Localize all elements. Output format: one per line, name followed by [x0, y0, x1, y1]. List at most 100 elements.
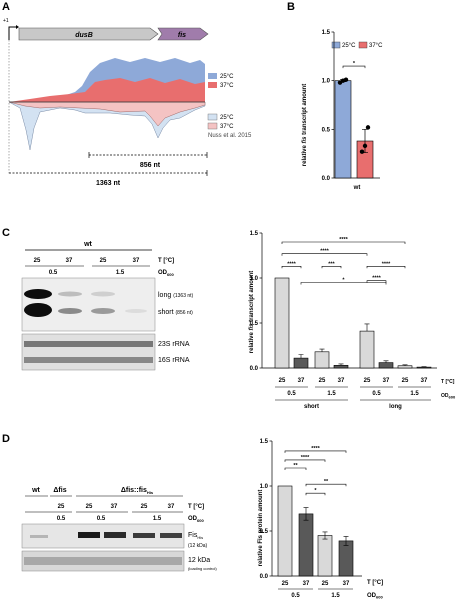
length-856-label: 856 nt: [140, 162, 161, 169]
lane-wt-label: wt: [31, 487, 40, 494]
fis-label: fis: [178, 32, 186, 39]
chart-d-x-temp: 25: [322, 581, 329, 587]
blot-d-od-3: 1.5: [153, 516, 162, 522]
blot-c-group-label: wt: [83, 241, 92, 248]
chart-c-sig-2-label: ****: [320, 249, 329, 255]
chart-c-sig-2-bracket: [281, 253, 368, 256]
chart-d-bar-3: [317, 535, 333, 577]
chart-c-x-od: 1.5: [410, 391, 419, 397]
chart-b-ylabel: relative fis transcript amount: [302, 84, 308, 166]
tss-arrowhead-icon: [16, 25, 19, 29]
panel-c-letter: C: [2, 227, 10, 239]
blot-d-temp-5: 37: [168, 504, 175, 510]
dusb-gene-arrow: [18, 27, 159, 41]
chart-d-bar-1: [277, 485, 293, 577]
chart-d-sig-5-label: **: [324, 479, 329, 485]
lane-dfis-label: Δfis: [53, 487, 66, 494]
chart-c-bar-2: [293, 357, 309, 369]
chart-c-x-temp: 37: [298, 378, 305, 384]
blot-c-temp-4: 37: [133, 258, 140, 264]
chart-c-bar-1: [274, 277, 290, 369]
rrna-23s-label: 23S rRNA: [158, 341, 190, 348]
chart-d-errorbar-3: [322, 531, 328, 540]
loading-kda-label: 12 kDa: [188, 557, 210, 564]
chart-d-x-temp: 37: [343, 581, 350, 587]
chart-b-point: [343, 77, 349, 82]
legend-a2-25c-swatch: [207, 113, 218, 121]
legend-a2-25c-label: 25°C: [220, 115, 234, 121]
blot-c-band-long-3: [91, 291, 115, 297]
chart-d-bar-2: [298, 513, 314, 577]
chart-c-x-temp: 25: [364, 378, 371, 384]
chart-b-y-tick-label: 1.0: [322, 79, 331, 85]
chart-d-y-tick-label: 0.0: [260, 574, 269, 580]
chart-d-sig-2-label: ****: [301, 455, 310, 461]
chart-d-y-tick-label: 0.5: [260, 529, 269, 535]
chart-d-x-od: 1.5: [331, 593, 340, 599]
chart-c-bar-6: [378, 362, 394, 369]
chart-c-ylabel: relative fis transcript amount: [249, 271, 255, 353]
tss-arrow-icon: [8, 26, 16, 40]
western-blot: [21, 523, 185, 549]
chart-d-sig-1-label: **: [293, 463, 298, 469]
chart-c-bar-3: [314, 351, 330, 369]
chart-d-bar-4: [338, 540, 354, 577]
loading-control-label: (loading control): [188, 566, 217, 571]
chart-c-errorbar-7: [402, 364, 408, 366]
fis-band-kda: (12 kDa): [188, 543, 208, 549]
chart-c-sig-1-bracket: [281, 241, 406, 244]
chart-c-x-temp: 25: [402, 378, 409, 384]
chart-c-od-label: OD600: [441, 393, 456, 400]
chart-c-x-temp: 37: [338, 378, 345, 384]
chart-c: 0.0 0.5 1.0 1.5 25 37 25 37 25 37 25 37 0.5 1.5 0.5 1.5…: [250, 231, 437, 410]
blot-d-t-label: T [°C]: [188, 504, 204, 510]
legend-a-25c-swatch: [208, 73, 217, 79]
chart-c-y-tick-label: 0.5: [250, 321, 259, 327]
chart-c-sig-3-label: ****: [287, 261, 296, 267]
chart-b-xlabel: wt: [353, 185, 361, 191]
chart-c-x-od: 0.5: [287, 391, 296, 397]
chart-d-x-temp: 25: [282, 581, 289, 587]
chart-d-sig-2-bracket: [284, 459, 326, 462]
rrna-16s-band: [24, 357, 153, 363]
blot-c-od-1: 0.5: [49, 270, 58, 276]
loading-control-band: [24, 557, 182, 565]
chart-d-x-od: 0.5: [291, 593, 300, 599]
chart-c-x-group: long: [389, 404, 402, 410]
chart-c-t-label: T [°C]: [441, 379, 455, 385]
chart-c-sig-6-bracket: [366, 266, 406, 269]
chart-b-y-tick-label: 1.5: [322, 30, 331, 36]
chart-d-sig-1-bracket: [284, 467, 307, 470]
blot-c-od-label: OD600: [158, 270, 174, 277]
band-short-label: short (856 nt): [158, 309, 193, 316]
legend-b-25c-swatch: [331, 41, 341, 49]
chart-c-sig-7-bracket: [366, 280, 387, 283]
blot-c-band-short-3: [91, 308, 115, 314]
chart-d-sig-3-bracket: [284, 450, 347, 453]
chart-d-y-tick-label: 1.0: [260, 484, 269, 490]
legend-b-25c-label: 25°C: [342, 43, 356, 49]
blot-d-od-1: 0.5: [57, 516, 66, 522]
chart-c-sig-1-label: ****: [339, 237, 348, 243]
chart-c-sig-4-bracket: [321, 266, 342, 269]
chart-c-bar-7: [397, 365, 413, 369]
blot-d-band-3: [78, 532, 100, 538]
chart-d-sig-4-bracket: [305, 492, 326, 496]
chart-c-sig-3-bracket: [281, 266, 302, 269]
chart-c-sig-5-label: *: [342, 278, 345, 284]
chart-b-point: [359, 149, 365, 154]
rrna-16s-label: 16S rRNA: [158, 357, 190, 364]
blot-c-od-2: 1.5: [116, 270, 125, 276]
chart-c-errorbar-6: [383, 360, 389, 363]
legend-a2-37c-label: 37°C: [220, 124, 234, 130]
blot-d-band-wt: [30, 535, 48, 538]
fis-gene-arrow: [157, 27, 209, 41]
blot-c-temp-1: 25: [34, 258, 41, 264]
chart-b-y-tick-label: 0.0: [322, 176, 331, 182]
legend-a-37c-swatch: [208, 82, 217, 88]
blot-c-band-short-4: [125, 309, 147, 313]
coverage-plot: [8, 58, 206, 151]
panel-d-letter: D: [2, 433, 10, 445]
blot-c-temp-3: 25: [100, 258, 107, 264]
